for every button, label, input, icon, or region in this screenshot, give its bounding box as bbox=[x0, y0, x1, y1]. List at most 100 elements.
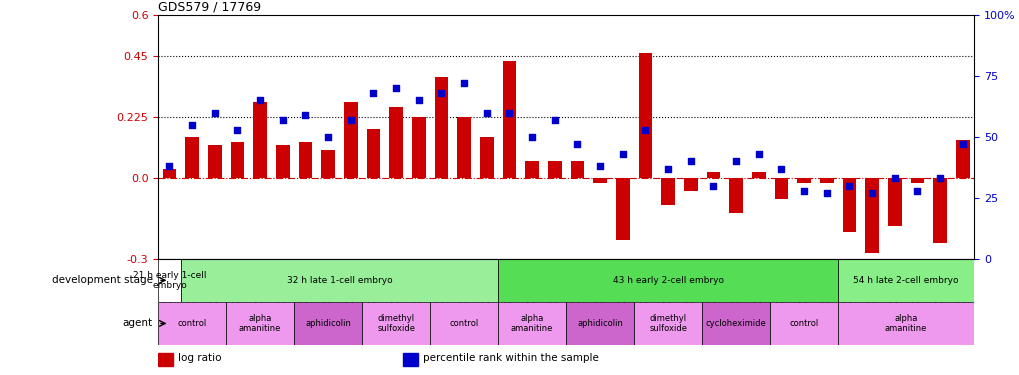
Bar bbox=[797, 177, 810, 183]
Bar bbox=[276, 145, 289, 177]
Point bbox=[500, 110, 517, 116]
Point bbox=[614, 151, 631, 157]
Point bbox=[818, 190, 835, 196]
Point bbox=[387, 85, 404, 91]
Bar bbox=[430, 302, 497, 345]
Point bbox=[546, 117, 562, 123]
Point bbox=[659, 166, 676, 172]
Point bbox=[841, 183, 857, 189]
Text: 43 h early 2-cell embryo: 43 h early 2-cell embryo bbox=[612, 276, 722, 285]
Bar bbox=[497, 259, 838, 302]
Bar bbox=[547, 161, 561, 177]
Bar bbox=[660, 177, 675, 205]
Bar bbox=[932, 177, 946, 243]
Text: development stage: development stage bbox=[52, 275, 153, 285]
Bar bbox=[253, 102, 267, 177]
Bar bbox=[819, 177, 833, 183]
Bar bbox=[389, 107, 403, 177]
Bar bbox=[751, 172, 765, 177]
Point bbox=[252, 98, 268, 104]
Point bbox=[863, 190, 879, 196]
Point bbox=[524, 134, 540, 140]
Bar bbox=[638, 53, 651, 177]
Point bbox=[682, 158, 698, 164]
Text: percentile rank within the sample: percentile rank within the sample bbox=[423, 353, 598, 363]
Bar bbox=[566, 302, 634, 345]
Bar bbox=[701, 302, 769, 345]
Bar bbox=[838, 302, 973, 345]
Point bbox=[320, 134, 336, 140]
Bar bbox=[412, 117, 425, 177]
Bar bbox=[403, 353, 417, 366]
Bar bbox=[525, 161, 538, 177]
Bar bbox=[838, 259, 973, 302]
Point bbox=[161, 163, 177, 169]
Bar bbox=[208, 145, 221, 177]
Text: GDS579 / 17769: GDS579 / 17769 bbox=[158, 1, 261, 14]
Bar bbox=[162, 170, 176, 177]
Text: 54 h late 2-cell embryo: 54 h late 2-cell embryo bbox=[853, 276, 958, 285]
Text: log ratio: log ratio bbox=[178, 353, 222, 363]
Text: agent: agent bbox=[122, 318, 153, 328]
Text: control: control bbox=[449, 319, 478, 328]
Bar bbox=[158, 302, 226, 345]
Point bbox=[886, 176, 902, 181]
Point bbox=[478, 110, 494, 116]
Bar bbox=[497, 302, 566, 345]
Bar bbox=[502, 61, 516, 177]
Point bbox=[229, 127, 246, 133]
Point bbox=[342, 117, 359, 123]
Bar bbox=[185, 137, 199, 177]
Bar bbox=[362, 302, 430, 345]
Bar bbox=[773, 177, 788, 199]
Text: control: control bbox=[177, 319, 207, 328]
Text: dimethyl
sulfoxide: dimethyl sulfoxide bbox=[648, 314, 687, 333]
Bar bbox=[864, 177, 878, 254]
Text: dimethyl
sulfoxide: dimethyl sulfoxide bbox=[377, 314, 415, 333]
Bar bbox=[434, 77, 447, 177]
Point bbox=[455, 80, 472, 86]
Point bbox=[433, 90, 449, 96]
Point bbox=[591, 163, 607, 169]
Text: alpha
amanitine: alpha amanitine bbox=[238, 314, 281, 333]
Point bbox=[728, 158, 744, 164]
Text: aphidicolin: aphidicolin bbox=[577, 319, 623, 328]
Point bbox=[569, 141, 585, 147]
Point bbox=[637, 127, 653, 133]
Bar bbox=[343, 102, 358, 177]
Point bbox=[207, 110, 223, 116]
Point bbox=[931, 176, 948, 181]
Bar bbox=[769, 302, 838, 345]
Text: alpha
amanitine: alpha amanitine bbox=[511, 314, 552, 333]
Text: 32 h late 1-cell embryo: 32 h late 1-cell embryo bbox=[286, 276, 392, 285]
Text: aphidicolin: aphidicolin bbox=[305, 319, 351, 328]
Bar bbox=[321, 150, 334, 177]
Bar bbox=[230, 142, 244, 177]
Point bbox=[411, 98, 427, 104]
Bar bbox=[299, 142, 312, 177]
Bar bbox=[457, 117, 471, 177]
Point bbox=[954, 141, 970, 147]
Bar bbox=[293, 302, 362, 345]
Bar bbox=[366, 129, 380, 177]
Bar bbox=[180, 259, 497, 302]
Point bbox=[297, 112, 313, 118]
Text: 21 h early 1-cell
embryо: 21 h early 1-cell embryо bbox=[132, 271, 206, 290]
Bar bbox=[226, 302, 293, 345]
Bar bbox=[570, 161, 584, 177]
Bar bbox=[888, 177, 901, 226]
Bar bbox=[955, 140, 969, 177]
Point bbox=[704, 183, 720, 189]
Point bbox=[274, 117, 290, 123]
Bar bbox=[634, 302, 701, 345]
Point bbox=[750, 151, 766, 157]
Bar bbox=[615, 177, 629, 240]
Bar bbox=[706, 172, 719, 177]
Bar bbox=[910, 177, 923, 183]
Bar bbox=[842, 177, 855, 232]
Point bbox=[365, 90, 381, 96]
Text: control: control bbox=[789, 319, 818, 328]
Text: alpha
amanitine: alpha amanitine bbox=[884, 314, 926, 333]
Bar bbox=[684, 177, 697, 191]
Bar bbox=[158, 353, 172, 366]
